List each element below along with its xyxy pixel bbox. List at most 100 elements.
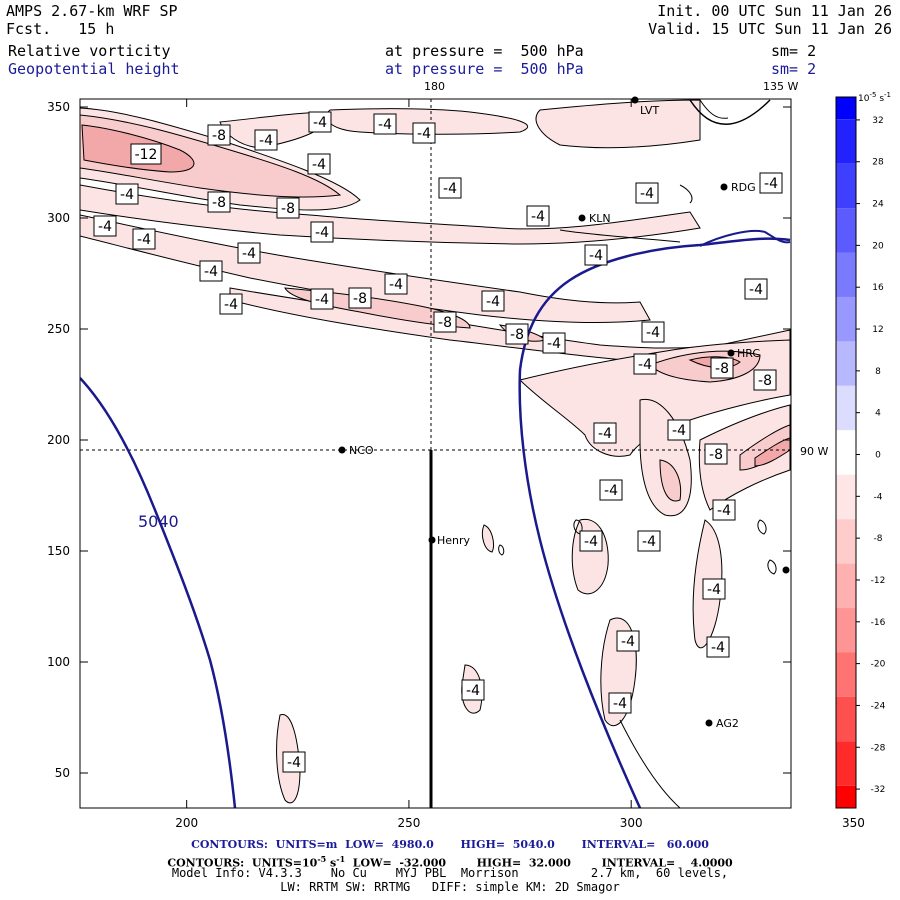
- contour-label: -8: [704, 443, 728, 465]
- contour-label: -4: [219, 293, 243, 315]
- contour-label-text: -4: [242, 246, 256, 262]
- station-henry: Henry: [428, 534, 471, 547]
- contour-label: -4: [308, 111, 332, 133]
- field1-level: at pressure = 500 hPa: [385, 42, 584, 60]
- station-rdg: RDG: [720, 181, 756, 194]
- contour-label-text: -4: [443, 181, 457, 197]
- contour-label-text: -12: [135, 147, 158, 163]
- x-tick-label: 350: [842, 816, 865, 830]
- contour-label: -4: [412, 122, 436, 144]
- colorbar-tick-label: 24: [872, 200, 884, 210]
- contour-label: -4: [438, 177, 462, 199]
- colorbar-swatch: [836, 430, 856, 475]
- colorbar-swatch: [836, 696, 856, 742]
- station-kln-label: KLN: [589, 212, 611, 225]
- contour-label-text: -4: [466, 683, 480, 699]
- station-hrc-label: HRC: [737, 347, 760, 360]
- contour-label-text: -8: [510, 327, 524, 343]
- contour-label-text: -4: [312, 157, 326, 173]
- contour-label: -8: [753, 369, 777, 391]
- station-nco: NCO: [338, 444, 374, 457]
- contour-label: -4: [641, 321, 665, 343]
- colorbar: 32 28 24 20 16 12 8 4 0 -4 -8 -12 -16 -20 -24 -28 -32: [835, 96, 886, 809]
- contour-label: -8: [207, 191, 231, 213]
- contour-label-text: -4: [417, 126, 431, 142]
- contour-label-text: -4: [137, 232, 151, 248]
- contour-label-text: -4: [486, 294, 500, 310]
- contour-label-text: -8: [758, 373, 772, 389]
- contour-label-text: -4: [613, 696, 627, 712]
- colorbar-tick-label: -20: [871, 660, 886, 670]
- contour-label: -8: [276, 197, 300, 219]
- x-tick-label: 250: [397, 816, 420, 830]
- colorbar-tick-label: -28: [871, 743, 886, 753]
- x-tick-label: 300: [620, 816, 643, 830]
- station-lvt-label: LVT: [640, 104, 659, 117]
- contour-label-text: -8: [353, 291, 367, 307]
- colorbar-swatch: [836, 652, 856, 697]
- footer-contours-vorticity: CONTOURS: UNITS=10-5 s-1 LOW= -32.000 HI…: [167, 854, 733, 870]
- geopotential-contour-label: 5040: [138, 512, 179, 531]
- contour-label: -4: [608, 692, 632, 714]
- contour-label-text: -4: [120, 187, 134, 203]
- colorbar-tick-label: 20: [872, 241, 884, 251]
- contour-label: -4: [384, 273, 408, 295]
- colorbar-tick-label: -24: [871, 701, 886, 711]
- contour-label-text: -4: [711, 640, 725, 656]
- contour-label-text: -4: [315, 292, 329, 308]
- contour-label-text: -8: [212, 128, 226, 144]
- station-henry-label: Henry: [437, 534, 471, 547]
- contour-label-text: -4: [584, 534, 598, 550]
- contour-label: -4: [199, 260, 223, 282]
- contour-label: -4: [542, 332, 566, 354]
- contour-label: -4: [481, 290, 505, 312]
- contour-label: -4: [115, 183, 139, 205]
- colorbar-tick-label: -8: [874, 534, 883, 544]
- forecast-hour: Fcst. 15 h: [6, 20, 115, 38]
- contour-label-text: -4: [717, 503, 731, 519]
- colorbar-swatch: [836, 163, 856, 209]
- station-ag2: AG2: [705, 717, 739, 730]
- x-tick-label: 200: [175, 816, 198, 830]
- contour-label: -4: [373, 113, 397, 135]
- colorbar-tick-label: 12: [872, 325, 883, 335]
- colorbar-swatch: [836, 208, 856, 253]
- y-tick-label: 200: [47, 433, 70, 447]
- contour-label-text: -4: [98, 219, 112, 235]
- y-tick-label: 350: [47, 100, 70, 114]
- contour-label: -4: [93, 215, 117, 237]
- colorbar-tick-label: 16: [872, 283, 884, 293]
- field2-smoothing: sm= 2: [771, 60, 817, 78]
- colorbar-swatch: [836, 519, 856, 564]
- contour-label: -4: [633, 353, 657, 375]
- colorbar-tick-label: -4: [874, 492, 883, 502]
- contour-label-text: -8: [709, 447, 723, 463]
- y-tick-label: 300: [47, 211, 70, 225]
- colorbar-swatch: [836, 474, 856, 520]
- colorbar-swatch: [836, 785, 856, 808]
- contour-label-text: -4: [259, 133, 273, 149]
- colorbar-swatch: [836, 97, 856, 120]
- field1-name: Relative vorticity: [8, 42, 171, 60]
- colorbar-swatch: [836, 563, 856, 609]
- colorbar-swatch: [836, 119, 856, 164]
- contour-label-text: -8: [212, 195, 226, 211]
- colorbar-tick-label: -12: [871, 576, 886, 586]
- station-rdg-label: RDG: [731, 181, 756, 194]
- colorbar-unit: 10-5 s-1: [858, 91, 891, 104]
- contour-label-text: -8: [438, 315, 452, 331]
- contour-label: -8: [207, 124, 231, 146]
- contour-label: -4: [310, 288, 334, 310]
- contour-label-text: -4: [764, 176, 778, 192]
- contour-label: -4: [702, 578, 726, 600]
- contour-label: -8: [433, 311, 457, 333]
- contour-label: -4: [667, 419, 691, 441]
- footer-model-info: Model Info: V4.3.3 No Cu MYJ PBL Morriso…: [171, 866, 729, 880]
- colorbar-swatch: [836, 341, 856, 386]
- contour-label-text: -4: [315, 225, 329, 241]
- colorbar-tick-label: -32: [871, 785, 886, 795]
- contour-label-text: -8: [281, 201, 295, 217]
- colorbar-tick-label: 8: [875, 367, 881, 377]
- contour-label: -4: [599, 479, 623, 501]
